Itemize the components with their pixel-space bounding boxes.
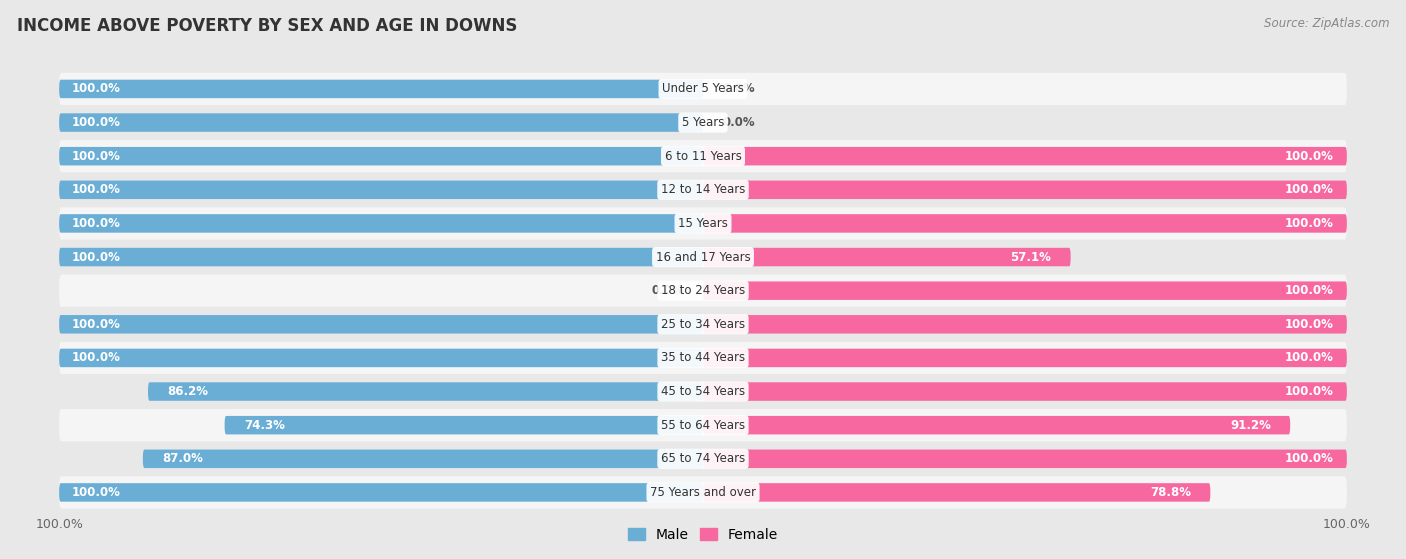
Text: 100.0%: 100.0%	[72, 486, 121, 499]
Text: 100.0%: 100.0%	[72, 217, 121, 230]
Text: 5 Years: 5 Years	[682, 116, 724, 129]
Text: 100.0%: 100.0%	[72, 318, 121, 331]
Text: 100.0%: 100.0%	[72, 250, 121, 263]
FancyBboxPatch shape	[59, 241, 1347, 273]
FancyBboxPatch shape	[59, 73, 1347, 105]
Text: 25 to 34 Years: 25 to 34 Years	[661, 318, 745, 331]
FancyBboxPatch shape	[703, 214, 1347, 233]
FancyBboxPatch shape	[59, 248, 703, 266]
Text: 100.0%: 100.0%	[72, 150, 121, 163]
Text: 74.3%: 74.3%	[243, 419, 285, 432]
FancyBboxPatch shape	[703, 416, 1291, 434]
Text: 100.0%: 100.0%	[1285, 217, 1334, 230]
FancyBboxPatch shape	[59, 147, 703, 165]
Text: 86.2%: 86.2%	[167, 385, 208, 398]
FancyBboxPatch shape	[59, 315, 703, 334]
FancyBboxPatch shape	[703, 181, 1347, 199]
FancyBboxPatch shape	[59, 376, 1347, 408]
FancyBboxPatch shape	[59, 113, 703, 132]
Text: 100.0%: 100.0%	[72, 82, 121, 96]
FancyBboxPatch shape	[59, 483, 703, 501]
Text: 6 to 11 Years: 6 to 11 Years	[665, 150, 741, 163]
Text: 57.1%: 57.1%	[1011, 250, 1052, 263]
FancyBboxPatch shape	[703, 449, 1347, 468]
Text: 100.0%: 100.0%	[72, 183, 121, 196]
Text: 18 to 24 Years: 18 to 24 Years	[661, 284, 745, 297]
Text: 100.0%: 100.0%	[1285, 452, 1334, 465]
Text: 0.0%: 0.0%	[651, 284, 683, 297]
FancyBboxPatch shape	[59, 308, 1347, 340]
Text: 0.0%: 0.0%	[723, 82, 755, 96]
Text: 100.0%: 100.0%	[72, 352, 121, 364]
Text: 65 to 74 Years: 65 to 74 Years	[661, 452, 745, 465]
FancyBboxPatch shape	[59, 409, 1347, 441]
Text: 87.0%: 87.0%	[162, 452, 202, 465]
Text: 15 Years: 15 Years	[678, 217, 728, 230]
Text: Source: ZipAtlas.com: Source: ZipAtlas.com	[1264, 17, 1389, 30]
Text: 100.0%: 100.0%	[1285, 183, 1334, 196]
FancyBboxPatch shape	[703, 483, 1211, 501]
FancyBboxPatch shape	[59, 181, 703, 199]
Text: 16 and 17 Years: 16 and 17 Years	[655, 250, 751, 263]
Text: INCOME ABOVE POVERTY BY SEX AND AGE IN DOWNS: INCOME ABOVE POVERTY BY SEX AND AGE IN D…	[17, 17, 517, 35]
FancyBboxPatch shape	[59, 214, 703, 233]
Text: 12 to 14 Years: 12 to 14 Years	[661, 183, 745, 196]
Text: 100.0%: 100.0%	[1285, 352, 1334, 364]
FancyBboxPatch shape	[148, 382, 703, 401]
Text: 91.2%: 91.2%	[1230, 419, 1271, 432]
Text: 75 Years and over: 75 Years and over	[650, 486, 756, 499]
FancyBboxPatch shape	[703, 315, 1347, 334]
FancyBboxPatch shape	[703, 147, 1347, 165]
Text: Under 5 Years: Under 5 Years	[662, 82, 744, 96]
FancyBboxPatch shape	[59, 274, 1347, 307]
FancyBboxPatch shape	[703, 281, 1347, 300]
FancyBboxPatch shape	[59, 106, 1347, 139]
FancyBboxPatch shape	[703, 382, 1347, 401]
FancyBboxPatch shape	[59, 80, 703, 98]
FancyBboxPatch shape	[59, 443, 1347, 475]
FancyBboxPatch shape	[59, 207, 1347, 240]
Text: 0.0%: 0.0%	[723, 116, 755, 129]
FancyBboxPatch shape	[225, 416, 703, 434]
Text: 45 to 54 Years: 45 to 54 Years	[661, 385, 745, 398]
Text: 35 to 44 Years: 35 to 44 Years	[661, 352, 745, 364]
Text: 55 to 64 Years: 55 to 64 Years	[661, 419, 745, 432]
Legend: Male, Female: Male, Female	[623, 523, 783, 548]
FancyBboxPatch shape	[703, 248, 1070, 266]
Text: 100.0%: 100.0%	[1285, 284, 1334, 297]
Text: 100.0%: 100.0%	[1285, 150, 1334, 163]
FancyBboxPatch shape	[59, 174, 1347, 206]
FancyBboxPatch shape	[59, 476, 1347, 509]
FancyBboxPatch shape	[59, 342, 1347, 374]
FancyBboxPatch shape	[59, 349, 703, 367]
Text: 100.0%: 100.0%	[1285, 385, 1334, 398]
Text: 100.0%: 100.0%	[72, 116, 121, 129]
FancyBboxPatch shape	[703, 349, 1347, 367]
Text: 100.0%: 100.0%	[1285, 318, 1334, 331]
Text: 78.8%: 78.8%	[1150, 486, 1191, 499]
FancyBboxPatch shape	[59, 140, 1347, 172]
FancyBboxPatch shape	[143, 449, 703, 468]
